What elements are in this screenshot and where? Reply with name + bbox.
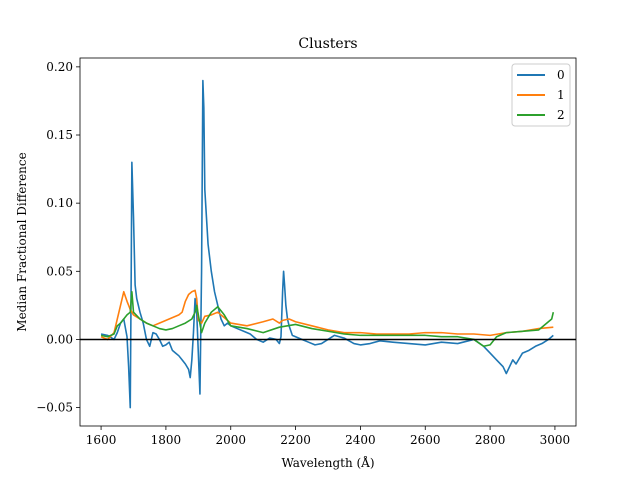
plot-frame	[79, 57, 577, 427]
y-tick-label: 0.15	[46, 128, 73, 142]
x-axis-label: Wavelength (Å)	[281, 455, 374, 470]
y-tick-label: 0.05	[46, 264, 73, 278]
legend-label-2: 2	[557, 108, 565, 122]
x-tick-label: 1600	[86, 433, 117, 447]
x-tick-label: 1800	[151, 433, 182, 447]
series-1-line	[100, 289, 554, 341]
x-tick-label: 2000	[215, 433, 246, 447]
y-tick-label: −0.05	[36, 401, 73, 415]
legend-label-1: 1	[557, 88, 565, 102]
chart-title: Clusters	[298, 36, 357, 52]
x-tick-label: 3000	[540, 433, 571, 447]
x-tick-label: 2400	[345, 433, 376, 447]
y-tick-label: 0.00	[46, 332, 73, 346]
y-axis-label: Median Fractional Difference	[15, 152, 29, 331]
x-tick-label: 2200	[280, 433, 311, 447]
y-tick-label: 0.20	[46, 60, 73, 74]
legend-label-0: 0	[557, 68, 565, 82]
x-axis: 1600 1800 2000 2200 2400 2600 2800 3000	[86, 426, 570, 447]
y-tick-label: 0.10	[46, 196, 73, 210]
x-tick-label: 2800	[475, 433, 506, 447]
x-tick-label: 2600	[410, 433, 441, 447]
y-axis: −0.05 0.00 0.05 0.10 0.15 0.20	[36, 60, 80, 415]
series-layer	[100, 79, 555, 409]
series-2-line	[100, 290, 555, 348]
series-0-line	[100, 79, 554, 409]
legend: 0 1 2	[511, 63, 571, 127]
